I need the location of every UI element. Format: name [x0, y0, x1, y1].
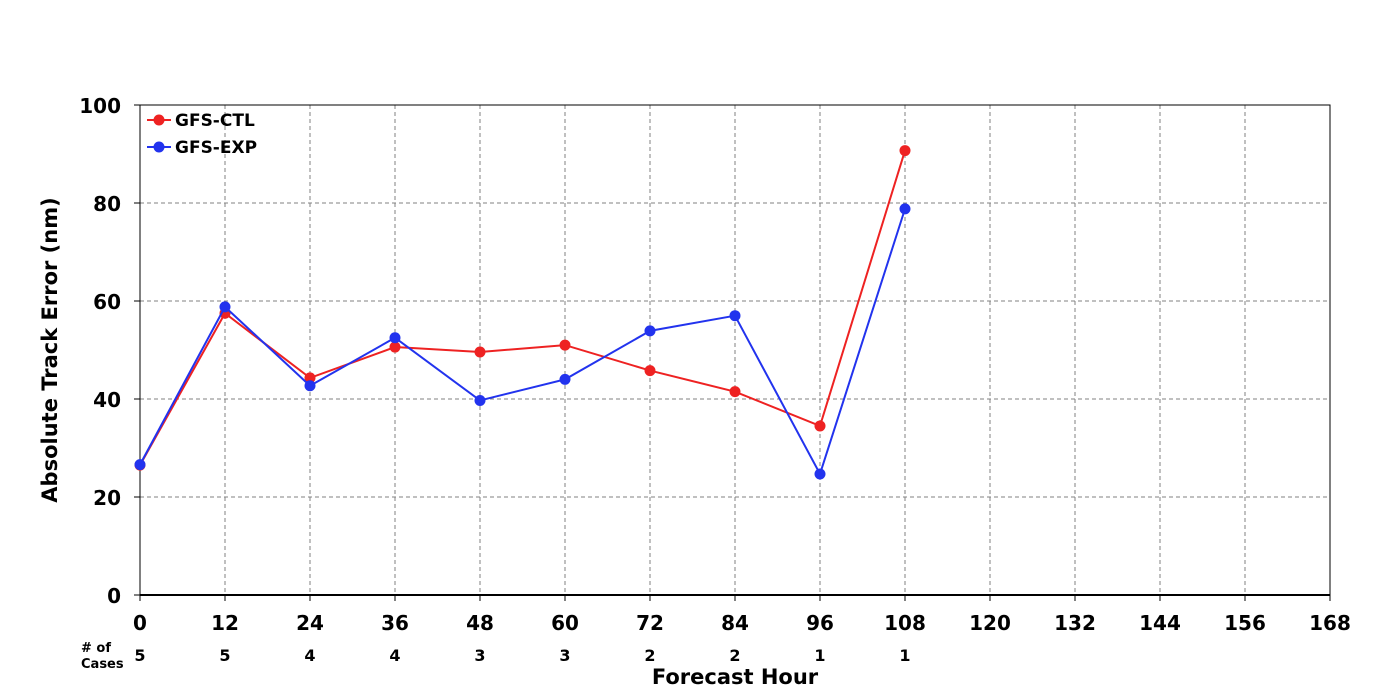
x-tick-label-84: 84 — [721, 611, 749, 635]
series-layer — [134, 145, 911, 480]
cases-count-48: 3 — [474, 646, 485, 665]
data-point-gfs-exp-60 — [559, 373, 571, 385]
x-tick-label-156: 156 — [1224, 611, 1266, 635]
data-point-gfs-exp-36 — [389, 332, 401, 344]
data-point-gfs-exp-24 — [304, 380, 316, 392]
legend-marker-gfs-exp — [153, 141, 165, 153]
series-line-gfs-exp — [139, 208, 906, 477]
data-point-gfs-ctl-60 — [559, 339, 571, 351]
cases-count-24: 4 — [304, 646, 315, 665]
data-point-gfs-exp-72 — [644, 325, 656, 337]
x-tick-label-72: 72 — [636, 611, 664, 635]
legend-label-gfs-exp: GFS-EXP — [175, 138, 257, 158]
data-point-gfs-ctl-96 — [814, 420, 826, 432]
y-axis-title: Absolute Track Error (nm) — [38, 197, 62, 502]
cases-row: # of Cases 5 5 4 4 3 3 2 2 1 1 — [81, 641, 911, 672]
x-tick-label-120: 120 — [969, 611, 1011, 635]
data-point-gfs-ctl-48 — [474, 346, 486, 358]
data-point-gfs-exp-96 — [814, 468, 826, 480]
cases-count-36: 4 — [389, 646, 400, 665]
data-point-gfs-exp-0 — [134, 459, 146, 471]
data-point-gfs-exp-12 — [219, 301, 231, 313]
data-point-gfs-exp-48 — [474, 394, 486, 406]
legend-label-gfs-ctl: GFS-CTL — [175, 111, 255, 131]
cases-label-line2: Cases — [81, 657, 124, 672]
legend-marker-gfs-ctl — [153, 114, 165, 126]
x-tick-label-144: 144 — [1139, 611, 1181, 635]
data-point-gfs-ctl-24 — [304, 372, 316, 384]
x-axis-title: Forecast Hour — [652, 665, 819, 689]
x-tick-label-0: 0 — [133, 611, 147, 635]
cases-count-108: 1 — [899, 646, 910, 665]
x-tick-label-24: 24 — [296, 611, 324, 635]
cases-count-96: 1 — [814, 646, 825, 665]
y-tick-label-100: 100 — [79, 94, 121, 118]
x-tick-labels: 0 12 24 36 48 60 72 84 96 108 120 132 144 156 168 — [133, 595, 1351, 635]
cases-count-60: 3 — [559, 646, 570, 665]
y-tick-label-60: 60 — [93, 290, 121, 314]
x-tick-label-12: 12 — [211, 611, 239, 635]
data-point-gfs-exp-108 — [899, 203, 911, 215]
data-point-gfs-exp-84 — [729, 310, 741, 322]
y-tick-label-0: 0 — [107, 584, 121, 608]
x-tick-label-96: 96 — [806, 611, 834, 635]
data-point-gfs-ctl-36 — [389, 341, 401, 353]
x-tick-label-132: 132 — [1054, 611, 1096, 635]
data-point-gfs-ctl-84 — [729, 386, 741, 398]
x-tick-label-108: 108 — [884, 611, 926, 635]
cases-label-line1: # of — [81, 641, 111, 656]
cases-count-12: 5 — [219, 646, 230, 665]
data-point-gfs-ctl-108 — [899, 145, 911, 157]
y-tick-label-20: 20 — [93, 486, 121, 510]
y-tick-labels: 0 20 40 60 80 100 — [79, 94, 140, 608]
y-tick-label-40: 40 — [93, 388, 121, 412]
x-tick-label-60: 60 — [551, 611, 579, 635]
cases-count-84: 2 — [729, 646, 740, 665]
cases-count-72: 2 — [644, 646, 655, 665]
cases-count-0: 5 — [134, 646, 145, 665]
data-point-gfs-ctl-72 — [644, 365, 656, 377]
x-tick-label-48: 48 — [466, 611, 494, 635]
x-tick-label-36: 36 — [381, 611, 409, 635]
y-tick-label-80: 80 — [93, 192, 121, 216]
x-tick-label-168: 168 — [1309, 611, 1351, 635]
legend: GFS-CTL GFS-EXP — [147, 111, 257, 158]
